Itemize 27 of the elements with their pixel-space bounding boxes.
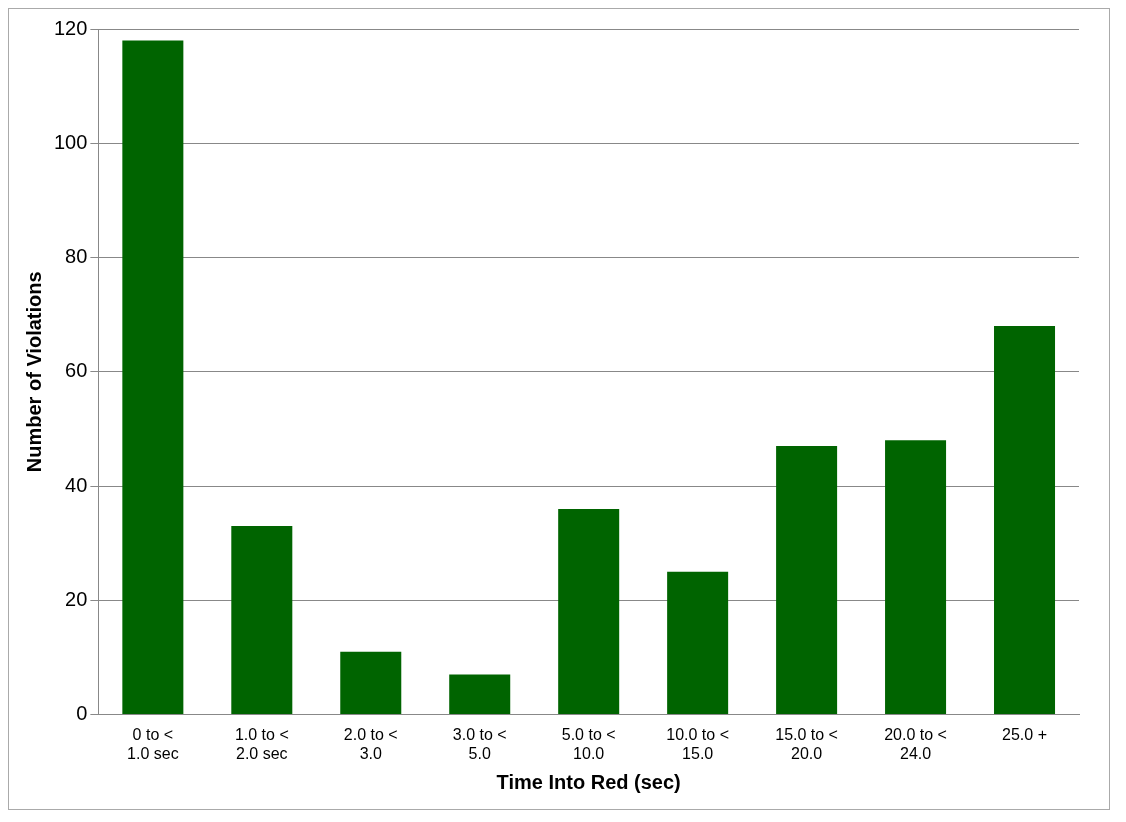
y-tick-label: 0 xyxy=(76,702,88,725)
bar xyxy=(885,440,947,715)
x-tick-label: 25.0 + xyxy=(1002,725,1047,743)
x-axis-title: Time Into Red (sec) xyxy=(496,770,681,793)
x-tick-label: 20.0 to < 24.0 xyxy=(884,725,947,762)
x-tick-label: 15.0 to < 20.0 xyxy=(775,725,838,762)
bar xyxy=(122,40,184,715)
x-tick-label: 10.0 to < 15.0 xyxy=(666,725,729,762)
x-tick-label: 1.0 to < 2.0 sec xyxy=(234,725,289,762)
bar xyxy=(558,508,620,715)
y-tick-label: 60 xyxy=(65,359,88,382)
bar xyxy=(340,651,402,715)
y-tick-label: 80 xyxy=(65,245,88,268)
y-axis-title: Number of Violations xyxy=(22,271,45,473)
bar xyxy=(449,674,511,715)
y-tick-label: 20 xyxy=(65,587,88,610)
y-tick-label: 40 xyxy=(65,473,88,496)
x-tick-label: 3.0 to < 5.0 xyxy=(452,725,507,762)
y-tick-label: 120 xyxy=(53,16,88,39)
x-tick-label: 0 to < 1.0 sec xyxy=(127,725,179,762)
bar xyxy=(776,446,838,715)
y-tick-label: 100 xyxy=(53,130,88,153)
x-tick-label: 2.0 to < 3.0 xyxy=(343,725,398,762)
x-tick-label: 5.0 to < 10.0 xyxy=(561,725,616,762)
bar xyxy=(231,526,293,715)
bar xyxy=(994,326,1056,715)
bar xyxy=(667,571,729,715)
